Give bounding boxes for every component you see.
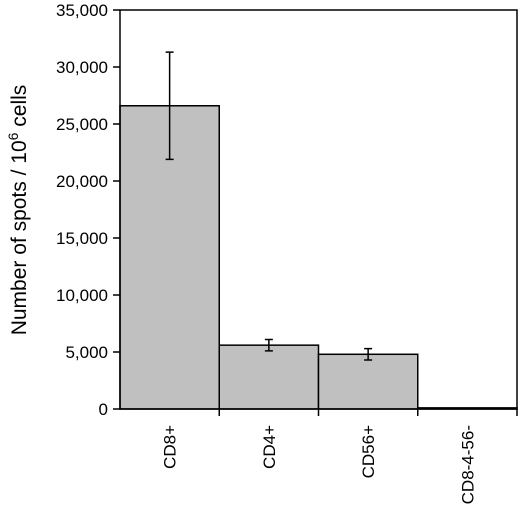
x-tick-label: CD8+ <box>161 425 180 469</box>
y-tick-label: 25,000 <box>56 115 108 134</box>
error-bar <box>364 347 373 361</box>
y-label-part: cells <box>8 85 31 133</box>
x-tick-label: CD4+ <box>260 425 279 469</box>
x-tick-label: CD56+ <box>359 425 378 478</box>
bar <box>218 344 320 410</box>
y-tick-label: 0 <box>99 400 108 419</box>
y-tick-label: 35,000 <box>56 1 108 20</box>
y-label-part: Number of spots / 10 <box>8 140 31 335</box>
error-bar <box>165 51 174 161</box>
y-tick-label: 10,000 <box>56 286 108 305</box>
y-tick-label: 20,000 <box>56 172 108 191</box>
y-tick-label: 5,000 <box>65 343 108 362</box>
error-bar <box>264 338 273 352</box>
x-tick-label: CD8-4-56- <box>458 425 477 504</box>
y-tick-label: 15,000 <box>56 229 108 248</box>
y-tick-label: 30,000 <box>56 58 108 77</box>
y-axis-label: Number of spots / 106 cells <box>5 85 31 336</box>
plot-frame <box>119 9 518 410</box>
bar <box>317 353 419 410</box>
y-label-superscript: 6 <box>5 132 21 140</box>
